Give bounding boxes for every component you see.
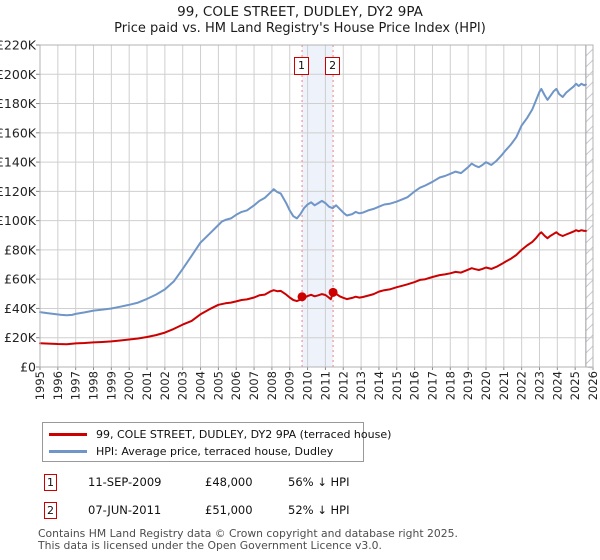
transaction-2-price: £51,000: [205, 503, 253, 517]
svg-text:£140K: £140K: [0, 155, 37, 170]
svg-text:£200K: £200K: [0, 67, 37, 82]
sale-marker-label-1: 1: [294, 57, 310, 75]
svg-text:2010: 2010: [301, 371, 315, 400]
svg-text:2018: 2018: [443, 371, 457, 400]
hpi-line: [39, 82, 587, 317]
svg-text:2015: 2015: [390, 371, 404, 400]
transaction-row-1: 1 11-SEP-2009 £48,000 56% ↓ HPI: [0, 474, 600, 492]
svg-text:£180K: £180K: [0, 96, 37, 111]
transaction-2-date: 07-JUN-2011: [88, 503, 162, 517]
svg-text:£100K: £100K: [0, 213, 37, 228]
transaction-1-number-badge: 1: [44, 474, 57, 491]
hpi-line-swatch: [49, 450, 87, 453]
svg-text:2020: 2020: [479, 371, 493, 400]
transaction-2-vs-hpi: 52% ↓ HPI: [288, 503, 350, 517]
svg-text:2021: 2021: [497, 371, 511, 400]
svg-text:2009: 2009: [283, 371, 297, 400]
svg-text:£220K: £220K: [0, 38, 37, 53]
svg-text:2019: 2019: [461, 371, 475, 400]
price-paid-line: [39, 229, 587, 346]
property-line-swatch: [49, 433, 87, 436]
chart-legend: 99, COLE STREET, DUDLEY, DY2 9PA (terrac…: [42, 422, 391, 462]
svg-text:2004: 2004: [194, 371, 208, 400]
svg-text:2008: 2008: [265, 371, 279, 400]
sale-marker-label-2: 2: [325, 57, 341, 75]
svg-text:2003: 2003: [176, 371, 190, 400]
future-hatch: [585, 48, 594, 369]
svg-text:1999: 1999: [104, 371, 118, 400]
svg-text:2023: 2023: [532, 371, 546, 400]
svg-text:1998: 1998: [87, 371, 101, 400]
transaction-1-price: £48,000: [205, 475, 253, 489]
svg-text:2011: 2011: [318, 371, 332, 400]
svg-text:2007: 2007: [247, 371, 261, 400]
y-axis-labels: £0 £20K £40K £60K £80K £100K £120K £140K £160K £1…: [0, 38, 37, 375]
svg-text:2006: 2006: [229, 371, 243, 400]
svg-text:1995: 1995: [33, 371, 47, 400]
sale-dot-2: [328, 287, 338, 297]
svg-text:1997: 1997: [69, 371, 83, 400]
svg-text:£60K: £60K: [4, 272, 37, 287]
svg-text:£120K: £120K: [0, 184, 37, 199]
transaction-1-date: 11-SEP-2009: [88, 475, 162, 489]
page-title: 99, COLE STREET, DUDLEY, DY2 9PA: [177, 4, 423, 20]
svg-text:£20K: £20K: [4, 330, 37, 345]
x-axis-labels: 1995 1996 1997 1998 1999 2000 2001 2002 2003 2004…: [33, 371, 600, 400]
svg-text:2022: 2022: [515, 371, 529, 400]
svg-text:£40K: £40K: [4, 301, 37, 316]
svg-text:1996: 1996: [51, 371, 65, 400]
svg-text:2005: 2005: [211, 371, 225, 400]
svg-text:2012: 2012: [336, 371, 350, 400]
sale-dot-1: [297, 292, 307, 302]
svg-text:2000: 2000: [122, 371, 136, 400]
svg-text:2002: 2002: [158, 371, 172, 400]
svg-text:2014: 2014: [372, 371, 386, 400]
svg-text:2016: 2016: [408, 371, 422, 400]
plot-border: [39, 44, 594, 368]
page-subtitle: Price paid vs. HM Land Registry's House …: [114, 21, 486, 36]
svg-text:2026: 2026: [586, 371, 600, 400]
license-line-2: This data is licensed under the Open Gov…: [38, 538, 382, 552]
svg-text:2025: 2025: [568, 371, 582, 400]
license-line-1: Contains HM Land Registry data © Crown c…: [38, 527, 458, 540]
legend-item-hpi: HPI: Average price, terraced house, Dudl…: [49, 443, 355, 460]
svg-text:£80K: £80K: [4, 242, 37, 257]
price-history-chart: £0 £20K £40K £60K £80K £100K £120K £140K £160K £1…: [0, 38, 600, 401]
svg-text:2001: 2001: [140, 371, 154, 400]
transaction-2-number-badge: 2: [44, 502, 57, 519]
legend-label-property: 99, COLE STREET, DUDLEY, DY2 9PA (terrac…: [96, 428, 392, 441]
transaction-1-vs-hpi: 56% ↓ HPI: [288, 475, 350, 489]
legend-label-hpi: HPI: Average price, terraced house, Dudl…: [96, 445, 334, 458]
svg-text:£0: £0: [20, 360, 36, 375]
svg-text:2013: 2013: [354, 371, 368, 400]
legend-item-property: 99, COLE STREET, DUDLEY, DY2 9PA (terrac…: [49, 426, 391, 443]
transaction-row-2: 2 07-JUN-2011 £51,000 52% ↓ HPI: [0, 502, 600, 520]
svg-text:2024: 2024: [550, 371, 564, 400]
license-note: Contains HM Land Registry data © Crown c…: [38, 528, 598, 551]
svg-text:2017: 2017: [425, 371, 439, 400]
svg-text:£160K: £160K: [0, 125, 37, 140]
